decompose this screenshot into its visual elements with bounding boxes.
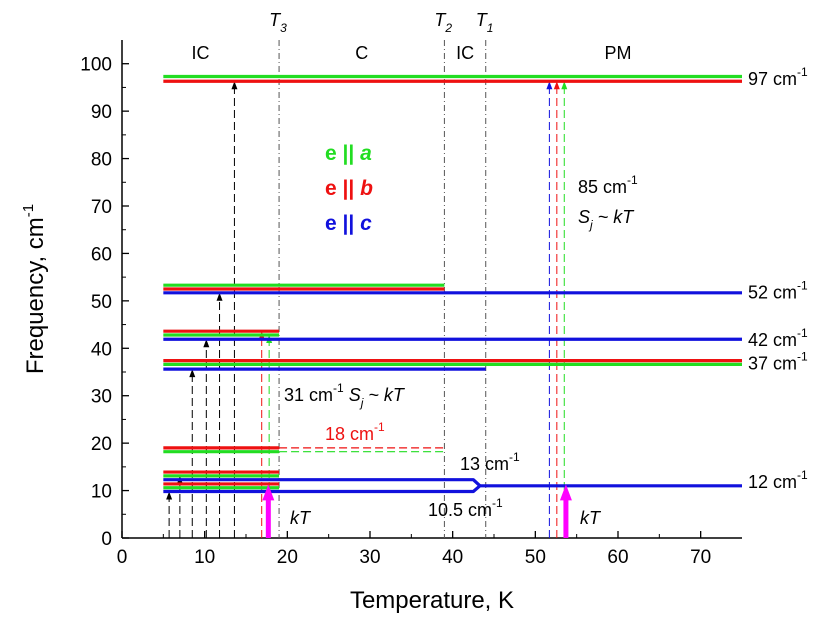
arrow-head-0 [166, 491, 173, 500]
legend-entry-a-axis: a [360, 142, 372, 165]
level-lines [163, 74, 742, 494]
annotation-10-5: 10.5 cm-1 [428, 496, 503, 520]
x-tick-label-3: 30 [359, 547, 380, 568]
right-label-2: 42 cm-1 [748, 326, 808, 350]
y-tick-label-7: 70 [91, 197, 112, 218]
annotation-31: 31 cm-1 Sj ~ kT [284, 381, 406, 410]
y-tick-label-2: 20 [91, 434, 112, 455]
right-label-1: 52 cm-1 [748, 278, 808, 302]
kT-arrows [262, 484, 572, 538]
y-tick-label-8: 80 [91, 150, 112, 171]
annotations: 85 cm-1 Sj ~ kT 31 cm-1 Sj ~ kT 18 cm-1 … [284, 173, 638, 528]
legend-entry-c-axis: c [360, 212, 372, 235]
y-axis-title: Frequency, cm-1 [20, 204, 49, 374]
phase-labels: IC C IC PM [192, 43, 632, 63]
annotation-85-line1: 85 cm-1 [578, 173, 638, 197]
legend-entry-c-text: e || [325, 212, 360, 235]
y-ticks: 0 10 20 30 40 50 60 70 80 90 100 [80, 55, 129, 550]
arrow-head-3 [203, 339, 210, 348]
transition-label-0: T3 [269, 10, 287, 35]
annotation-18: 18 cm-1 [325, 420, 385, 444]
annotation-85-line2: Sj ~ kT [578, 207, 635, 232]
x-tick-label-4: 40 [442, 547, 463, 568]
arrow-head-8 [546, 81, 553, 90]
y-tick-label-6: 60 [91, 244, 112, 265]
arrow-head-4 [216, 292, 223, 301]
legend-entry-c: e || c [325, 212, 372, 235]
y-tick-label-0: 0 [101, 529, 112, 550]
kT-arrow-head-0 [262, 484, 275, 501]
x-tick-label-5: 50 [525, 547, 546, 568]
y-tick-label-5: 50 [91, 292, 112, 313]
legend-entry-a-text: e || [325, 142, 360, 165]
legend-entry-b-text: e || [325, 177, 360, 200]
y-tick-label-1: 10 [91, 482, 112, 503]
y-tick-label-3: 30 [91, 387, 112, 408]
legend-entry-b: e || b [325, 177, 373, 200]
transition-label-1: T2 [434, 10, 452, 35]
x-axis-title: Temperature, K [350, 587, 514, 614]
transition-label-2: T1 [476, 10, 494, 35]
x-ticks: 0 10 20 30 40 50 60 70 [117, 531, 711, 568]
annotation-kT-left: kT [290, 508, 312, 528]
annotation-13: 13 cm-1 [460, 450, 520, 474]
x-tick-label-6: 60 [607, 547, 628, 568]
x-tick-label-1: 10 [194, 547, 215, 568]
kT-arrow-head-1 [559, 484, 572, 501]
arrow-head-10 [561, 81, 568, 90]
phase-label-2: IC [456, 43, 474, 63]
right-label-0: 97 cm-1 [748, 65, 808, 89]
right-label-3: 37 cm-1 [748, 350, 808, 374]
phase-label-0: IC [192, 43, 210, 63]
right-label-4: 12 cm-1 [748, 468, 808, 492]
y-tick-label-9: 90 [91, 102, 112, 123]
dashed-levels [279, 447, 445, 453]
right-labels: 97 cm-1 52 cm-1 42 cm-137 cm-1 12 cm-1 [748, 65, 808, 492]
y-tick-label-4: 40 [91, 339, 112, 360]
legend-entry-b-axis: b [360, 177, 373, 200]
legend: e || a e || b e || c [325, 142, 373, 235]
x-tick-label-0: 0 [117, 547, 128, 568]
plot-frame [121, 40, 742, 539]
phase-label-3: PM [605, 43, 632, 63]
x-tick-label-7: 70 [690, 547, 711, 568]
y-tick-label-10: 100 [80, 55, 112, 76]
level-line-18 [163, 484, 742, 494]
arrow-head-5 [231, 81, 238, 90]
legend-entry-a: e || a [325, 142, 372, 165]
arrow-head-9 [553, 81, 560, 90]
phase-label-1: C [355, 43, 368, 63]
x-tick-label-2: 20 [277, 547, 298, 568]
arrow-head-2 [189, 369, 196, 378]
annotation-kT-right: kT [580, 508, 602, 528]
level-line-15 [163, 478, 482, 487]
